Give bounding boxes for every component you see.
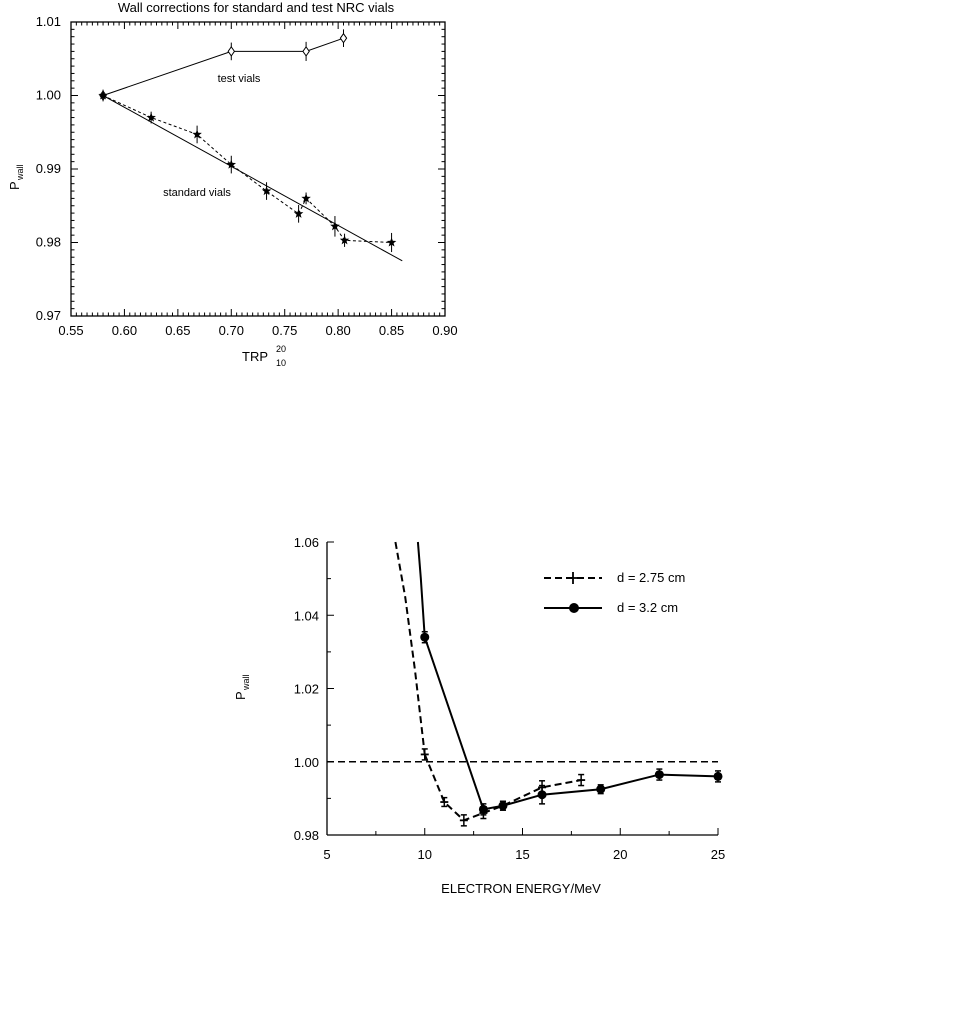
x-tick-label: 0.55 bbox=[58, 323, 83, 338]
x-tick-label: 0.75 bbox=[272, 323, 297, 338]
y-axis-title: P wall bbox=[7, 164, 25, 190]
x-tick-label: 0.85 bbox=[379, 323, 404, 338]
series-2-point bbox=[330, 221, 340, 231]
series-1-curve bbox=[394, 541, 426, 755]
series-2-curve bbox=[416, 541, 426, 638]
series-2-line bbox=[102, 95, 392, 243]
x-axis-title-sub: 10 bbox=[276, 358, 286, 368]
series-2-point bbox=[301, 193, 311, 203]
series-2-point bbox=[226, 159, 237, 169]
series-2-point bbox=[339, 235, 350, 245]
x-tick-label: 0.90 bbox=[432, 323, 457, 338]
series-2-point bbox=[654, 770, 664, 780]
x-tick-label: 0.80 bbox=[325, 323, 350, 338]
x-tick-label: 20 bbox=[613, 847, 627, 862]
x-tick-label: 10 bbox=[418, 847, 432, 862]
y-tick-label: 1.01 bbox=[36, 14, 61, 29]
y-axis-title-2-main: P bbox=[233, 691, 248, 700]
chart-title: Wall corrections for standard and test N… bbox=[118, 0, 395, 15]
x-tick-label: 0.70 bbox=[219, 323, 244, 338]
series-2-point bbox=[498, 801, 508, 811]
legend-label-series-1: d = 2.75 cm bbox=[617, 570, 685, 585]
series-2-point bbox=[596, 784, 606, 794]
legend-label-series-2: d = 3.2 cm bbox=[617, 600, 678, 615]
y-tick-label: 0.98 bbox=[294, 828, 319, 843]
series-2-point bbox=[293, 208, 304, 218]
series-2-point bbox=[420, 632, 430, 642]
series-1-point bbox=[302, 46, 310, 57]
y-axis-title-2: P wall bbox=[233, 674, 251, 700]
series-2-point bbox=[478, 804, 488, 814]
series-1-line bbox=[102, 37, 344, 96]
y-tick-label: 1.02 bbox=[294, 682, 319, 697]
x-tick-label: 5 bbox=[323, 847, 330, 862]
series-2-point bbox=[261, 186, 272, 196]
x-axis-title-sup: 20 bbox=[276, 344, 286, 354]
series-2-point bbox=[537, 790, 547, 800]
y-axis-title-2-sub: wall bbox=[241, 674, 251, 691]
x-axis-title-main: TRP bbox=[242, 349, 268, 364]
y-tick-label: 1.00 bbox=[36, 88, 61, 103]
y-tick-label: 1.00 bbox=[294, 755, 319, 770]
series-2-line bbox=[423, 636, 719, 811]
x-tick-label: 15 bbox=[515, 847, 529, 862]
series-2-point bbox=[386, 237, 397, 247]
y-axis-title-sub: wall bbox=[15, 164, 25, 181]
x-tick-label: 25 bbox=[711, 847, 725, 862]
y-tick-label: 0.98 bbox=[36, 235, 61, 250]
x-axis-title-2: ELECTRON ENERGY/MeV bbox=[441, 881, 601, 896]
legend: d = 2.75 cm d = 3.2 cm bbox=[544, 570, 685, 615]
series-2-point bbox=[98, 90, 108, 100]
tick-marks: 0.55 0.60 0.65 0.70 0.75 0.80 0.85 0.90 0.97 0.98… bbox=[36, 14, 458, 338]
data-marks-2 bbox=[327, 541, 723, 827]
data-marks bbox=[98, 29, 403, 262]
series-3-line bbox=[102, 95, 403, 262]
series-2-point bbox=[192, 129, 202, 139]
tick-marks-2: 5 10 15 20 25 0.98 1.00 1.02 1.04 1.06 bbox=[294, 535, 726, 862]
legend-marker-series-2 bbox=[569, 603, 579, 613]
y-tick-label: 0.99 bbox=[36, 161, 61, 176]
plot-frame bbox=[70, 21, 446, 317]
y-axis-title-main: P bbox=[7, 181, 22, 190]
y-tick-label: 0.97 bbox=[36, 308, 61, 323]
y-tick-label: 1.06 bbox=[294, 535, 319, 550]
y-tick-label: 1.04 bbox=[294, 608, 319, 623]
series-2-point bbox=[713, 771, 723, 781]
x-tick-label: 0.60 bbox=[112, 323, 137, 338]
series-1-point bbox=[227, 46, 236, 57]
series-2-point bbox=[146, 112, 156, 122]
x-tick-label: 0.65 bbox=[165, 323, 190, 338]
annotation-standard-vials: standard vials bbox=[163, 187, 231, 199]
series-1-point bbox=[339, 32, 348, 44]
annotation-test-vials: test vials bbox=[218, 73, 261, 85]
x-axis-title: TRP 20 10 bbox=[242, 344, 286, 368]
